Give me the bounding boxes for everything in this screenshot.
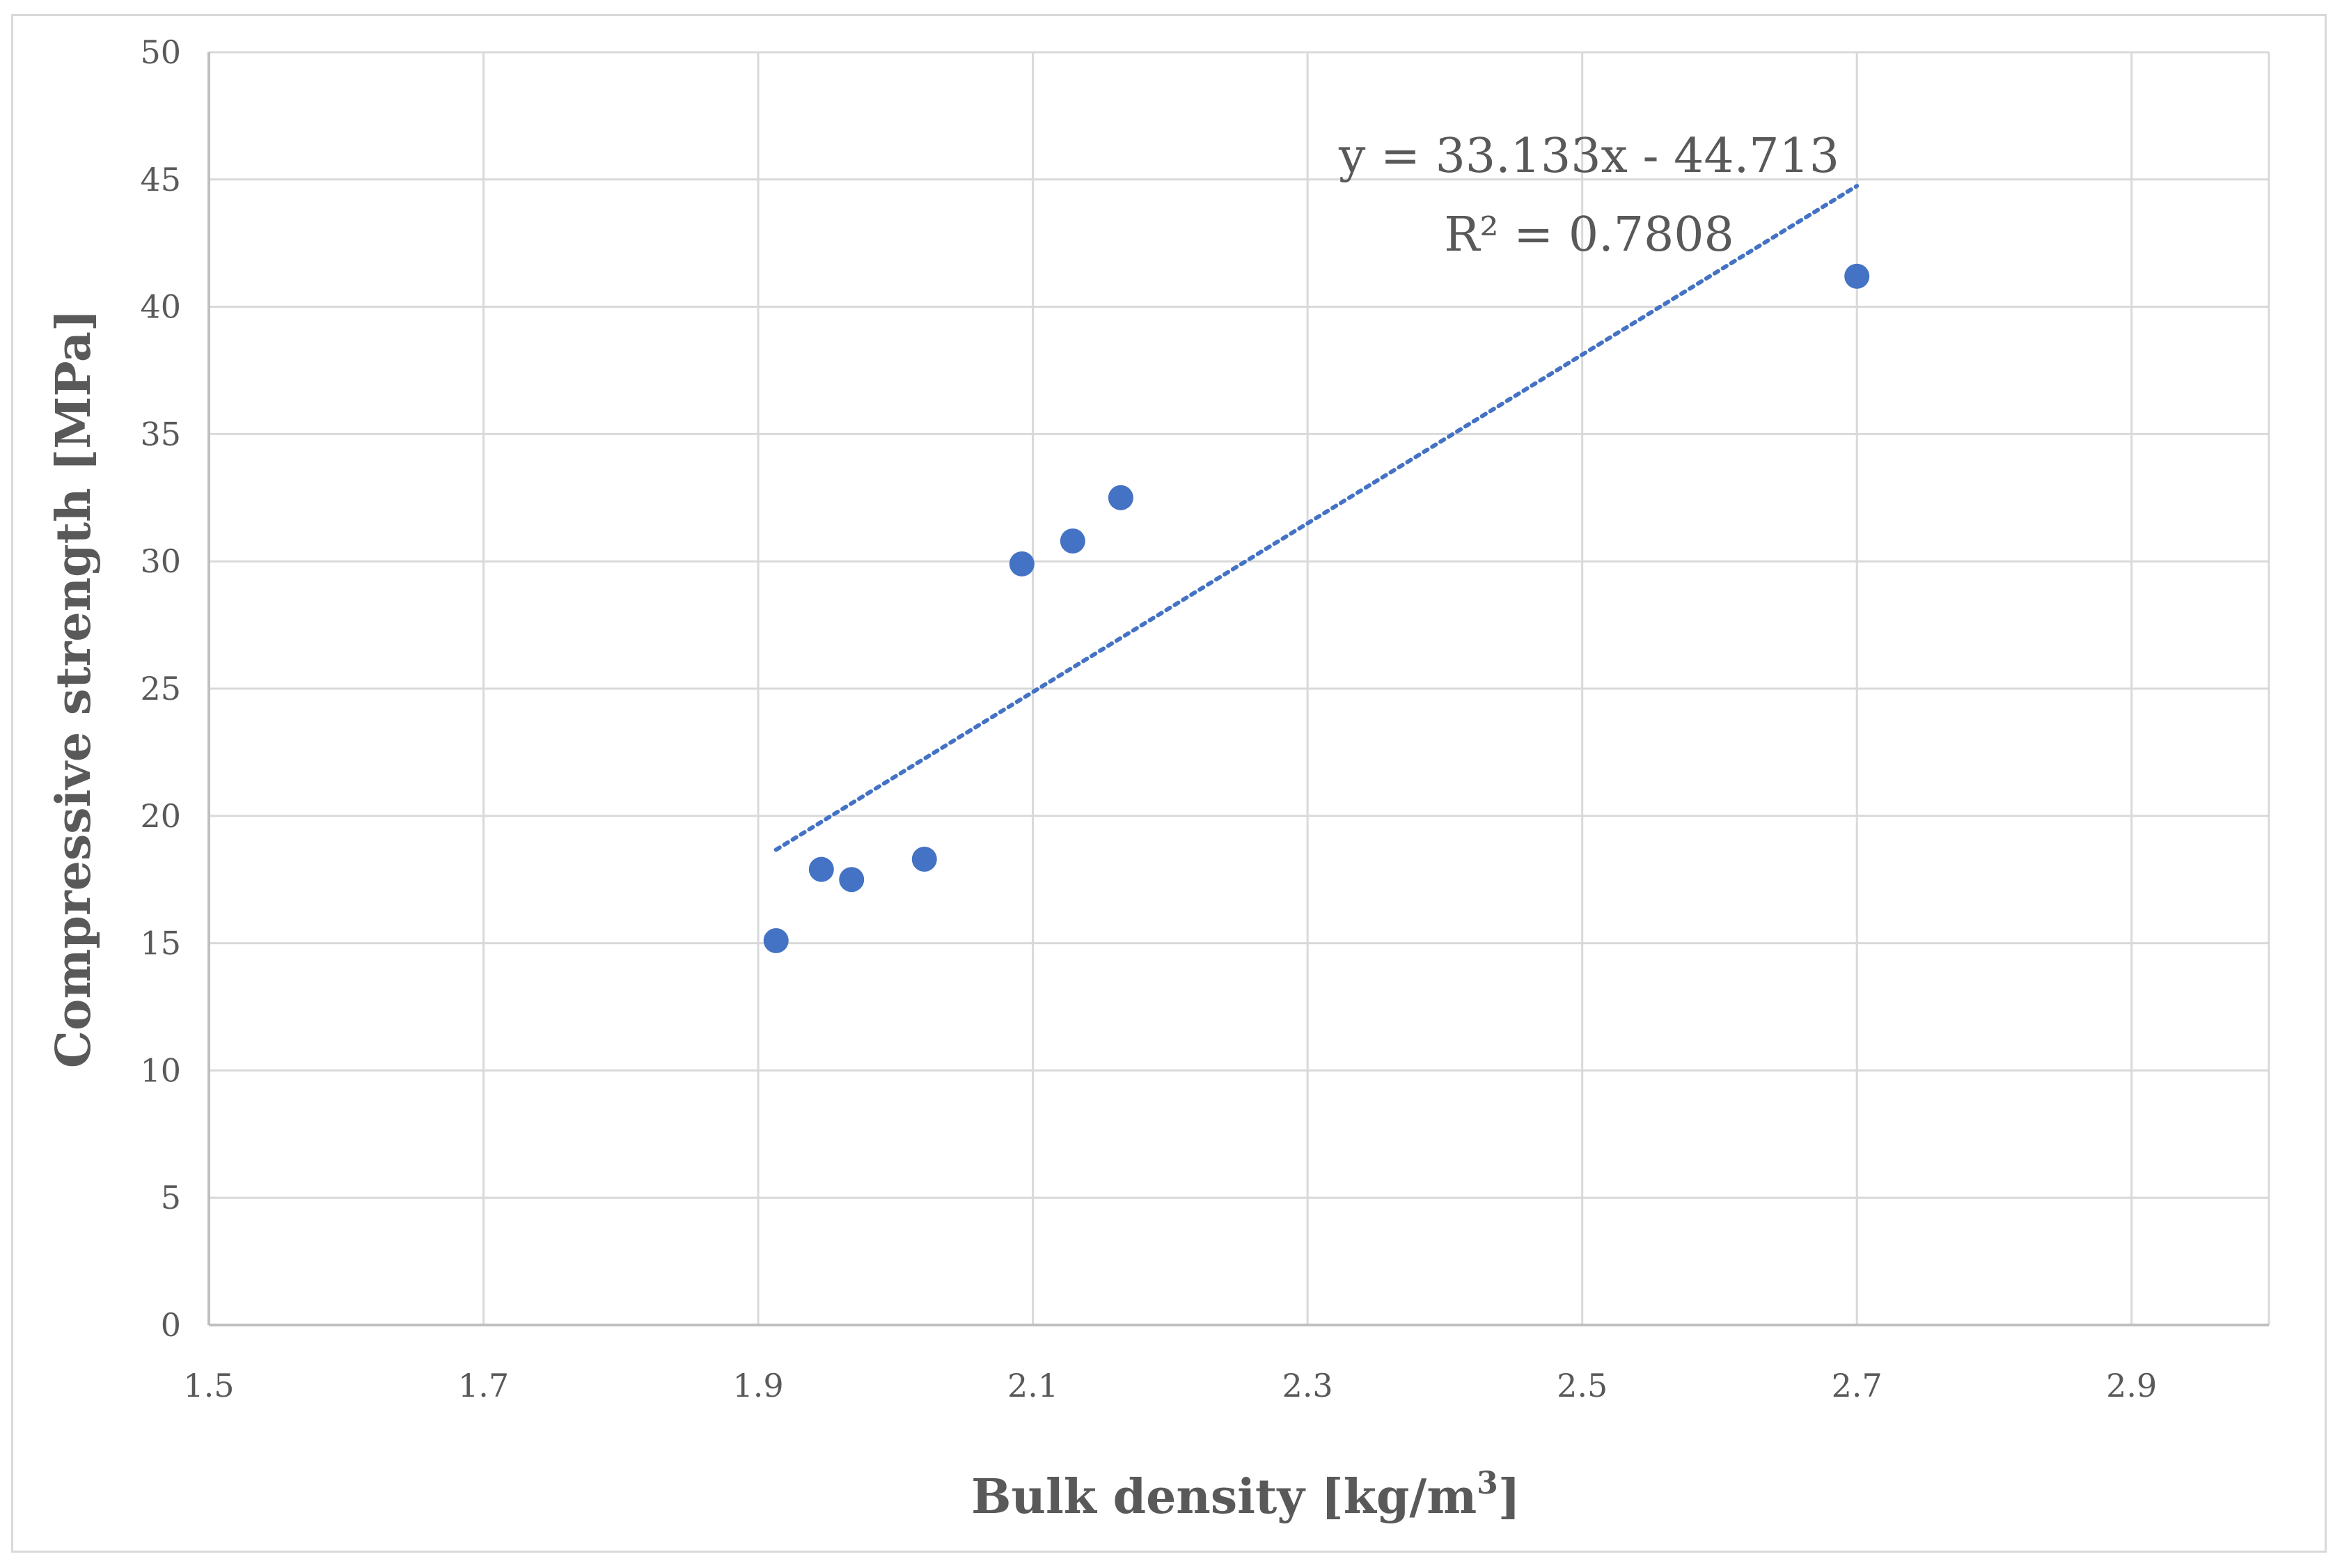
trendline (773, 184, 1860, 852)
x-axis-title: Bulk density [kg/m3] (971, 1466, 1520, 1525)
y-tick-label: 30 (140, 542, 181, 580)
data-point (1060, 528, 1085, 554)
x-axis-title-main: Bulk density [kg/m (971, 1469, 1477, 1525)
x-tick-label: 2.7 (1832, 1367, 1883, 1404)
data-point (1009, 551, 1035, 577)
chart-frame: 0 5 10 15 20 25 30 35 40 45 50 1.5 1.7 1.9 2.1 2.3 2.5 2… (11, 14, 2327, 1553)
y-tick-labels: 0 5 10 15 20 25 30 35 40 45 50 (140, 33, 181, 1344)
x-tick-labels: 1.5 1.7 1.9 2.1 2.3 2.5 2.7 2.9 (183, 1367, 2157, 1404)
x-tick-label: 2.5 (1557, 1367, 1608, 1404)
data-points (763, 263, 1870, 953)
data-point (763, 927, 789, 953)
x-tick-label: 2.3 (1282, 1367, 1333, 1404)
y-tick-label: 0 (161, 1306, 181, 1344)
data-point (1108, 485, 1133, 510)
y-tick-label: 25 (140, 670, 181, 707)
y-tick-label: 15 (140, 925, 181, 962)
x-tick-label: 2.1 (1007, 1367, 1058, 1404)
data-point (911, 846, 937, 872)
x-tick-label: 1.5 (183, 1367, 234, 1404)
x-tick-label: 1.9 (732, 1367, 783, 1404)
y-tick-label: 45 (140, 161, 181, 198)
axes (207, 52, 2269, 1326)
y-axis-title: Compressive strength [MPa] (46, 309, 102, 1068)
trendline-equation: y = 33.133x - 44.713 (1338, 129, 1839, 184)
trendline-r-squared: R² = 0.7808 (1444, 207, 1734, 262)
data-point (839, 867, 865, 893)
x-tick-label: 2.9 (2106, 1367, 2157, 1404)
y-tick-label: 35 (140, 415, 181, 453)
scatter-chart: 0 5 10 15 20 25 30 35 40 45 50 1.5 1.7 1.9 2.1 2.3 2.5 2… (46, 33, 2270, 1525)
x-tick-label: 1.7 (458, 1367, 509, 1404)
trendline-path (773, 184, 1860, 852)
y-tick-label: 5 (161, 1179, 181, 1216)
data-point (1844, 263, 1870, 289)
data-point (808, 856, 834, 882)
y-tick-label: 40 (140, 288, 181, 326)
y-tick-label: 50 (140, 33, 181, 71)
y-tick-label: 10 (140, 1051, 181, 1089)
grid-lines (209, 51, 2270, 1325)
x-axis-title-superscript: 3 (1477, 1466, 1498, 1501)
x-axis-title-suffix: ] (1498, 1469, 1520, 1525)
y-tick-label: 20 (140, 797, 181, 835)
